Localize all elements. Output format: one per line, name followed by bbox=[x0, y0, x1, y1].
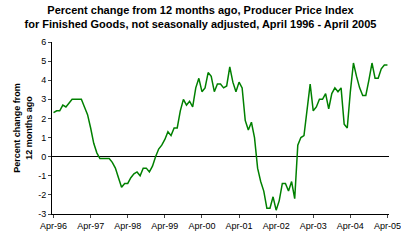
svg-text:-1: -1 bbox=[38, 171, 46, 181]
svg-text:Apr-00: Apr-00 bbox=[188, 221, 215, 231]
svg-text:Percent change from 12 months: Percent change from 12 months ago, Produ… bbox=[25, 4, 377, 30]
svg-text:-2: -2 bbox=[38, 190, 46, 200]
svg-text:4: 4 bbox=[41, 75, 46, 85]
svg-text:Apr-97: Apr-97 bbox=[77, 221, 104, 231]
svg-text:6: 6 bbox=[41, 37, 46, 47]
svg-text:Apr-05: Apr-05 bbox=[374, 221, 401, 231]
svg-text:Apr-98: Apr-98 bbox=[114, 221, 141, 231]
svg-text:Apr-01: Apr-01 bbox=[226, 221, 253, 231]
svg-text:Apr-99: Apr-99 bbox=[151, 221, 178, 231]
svg-text:-3: -3 bbox=[38, 209, 46, 219]
svg-text:0: 0 bbox=[41, 152, 46, 162]
svg-text:Percent change from12 months a: Percent change from12 months ago bbox=[12, 83, 34, 173]
svg-text:1: 1 bbox=[41, 133, 46, 143]
svg-text:Apr-03: Apr-03 bbox=[300, 221, 327, 231]
svg-text:5: 5 bbox=[41, 56, 46, 66]
svg-text:3: 3 bbox=[41, 94, 46, 104]
svg-text:Apr-96: Apr-96 bbox=[40, 221, 67, 231]
svg-text:Apr-04: Apr-04 bbox=[337, 221, 364, 231]
svg-text:Apr-02: Apr-02 bbox=[263, 221, 290, 231]
svg-text:2: 2 bbox=[41, 114, 46, 124]
